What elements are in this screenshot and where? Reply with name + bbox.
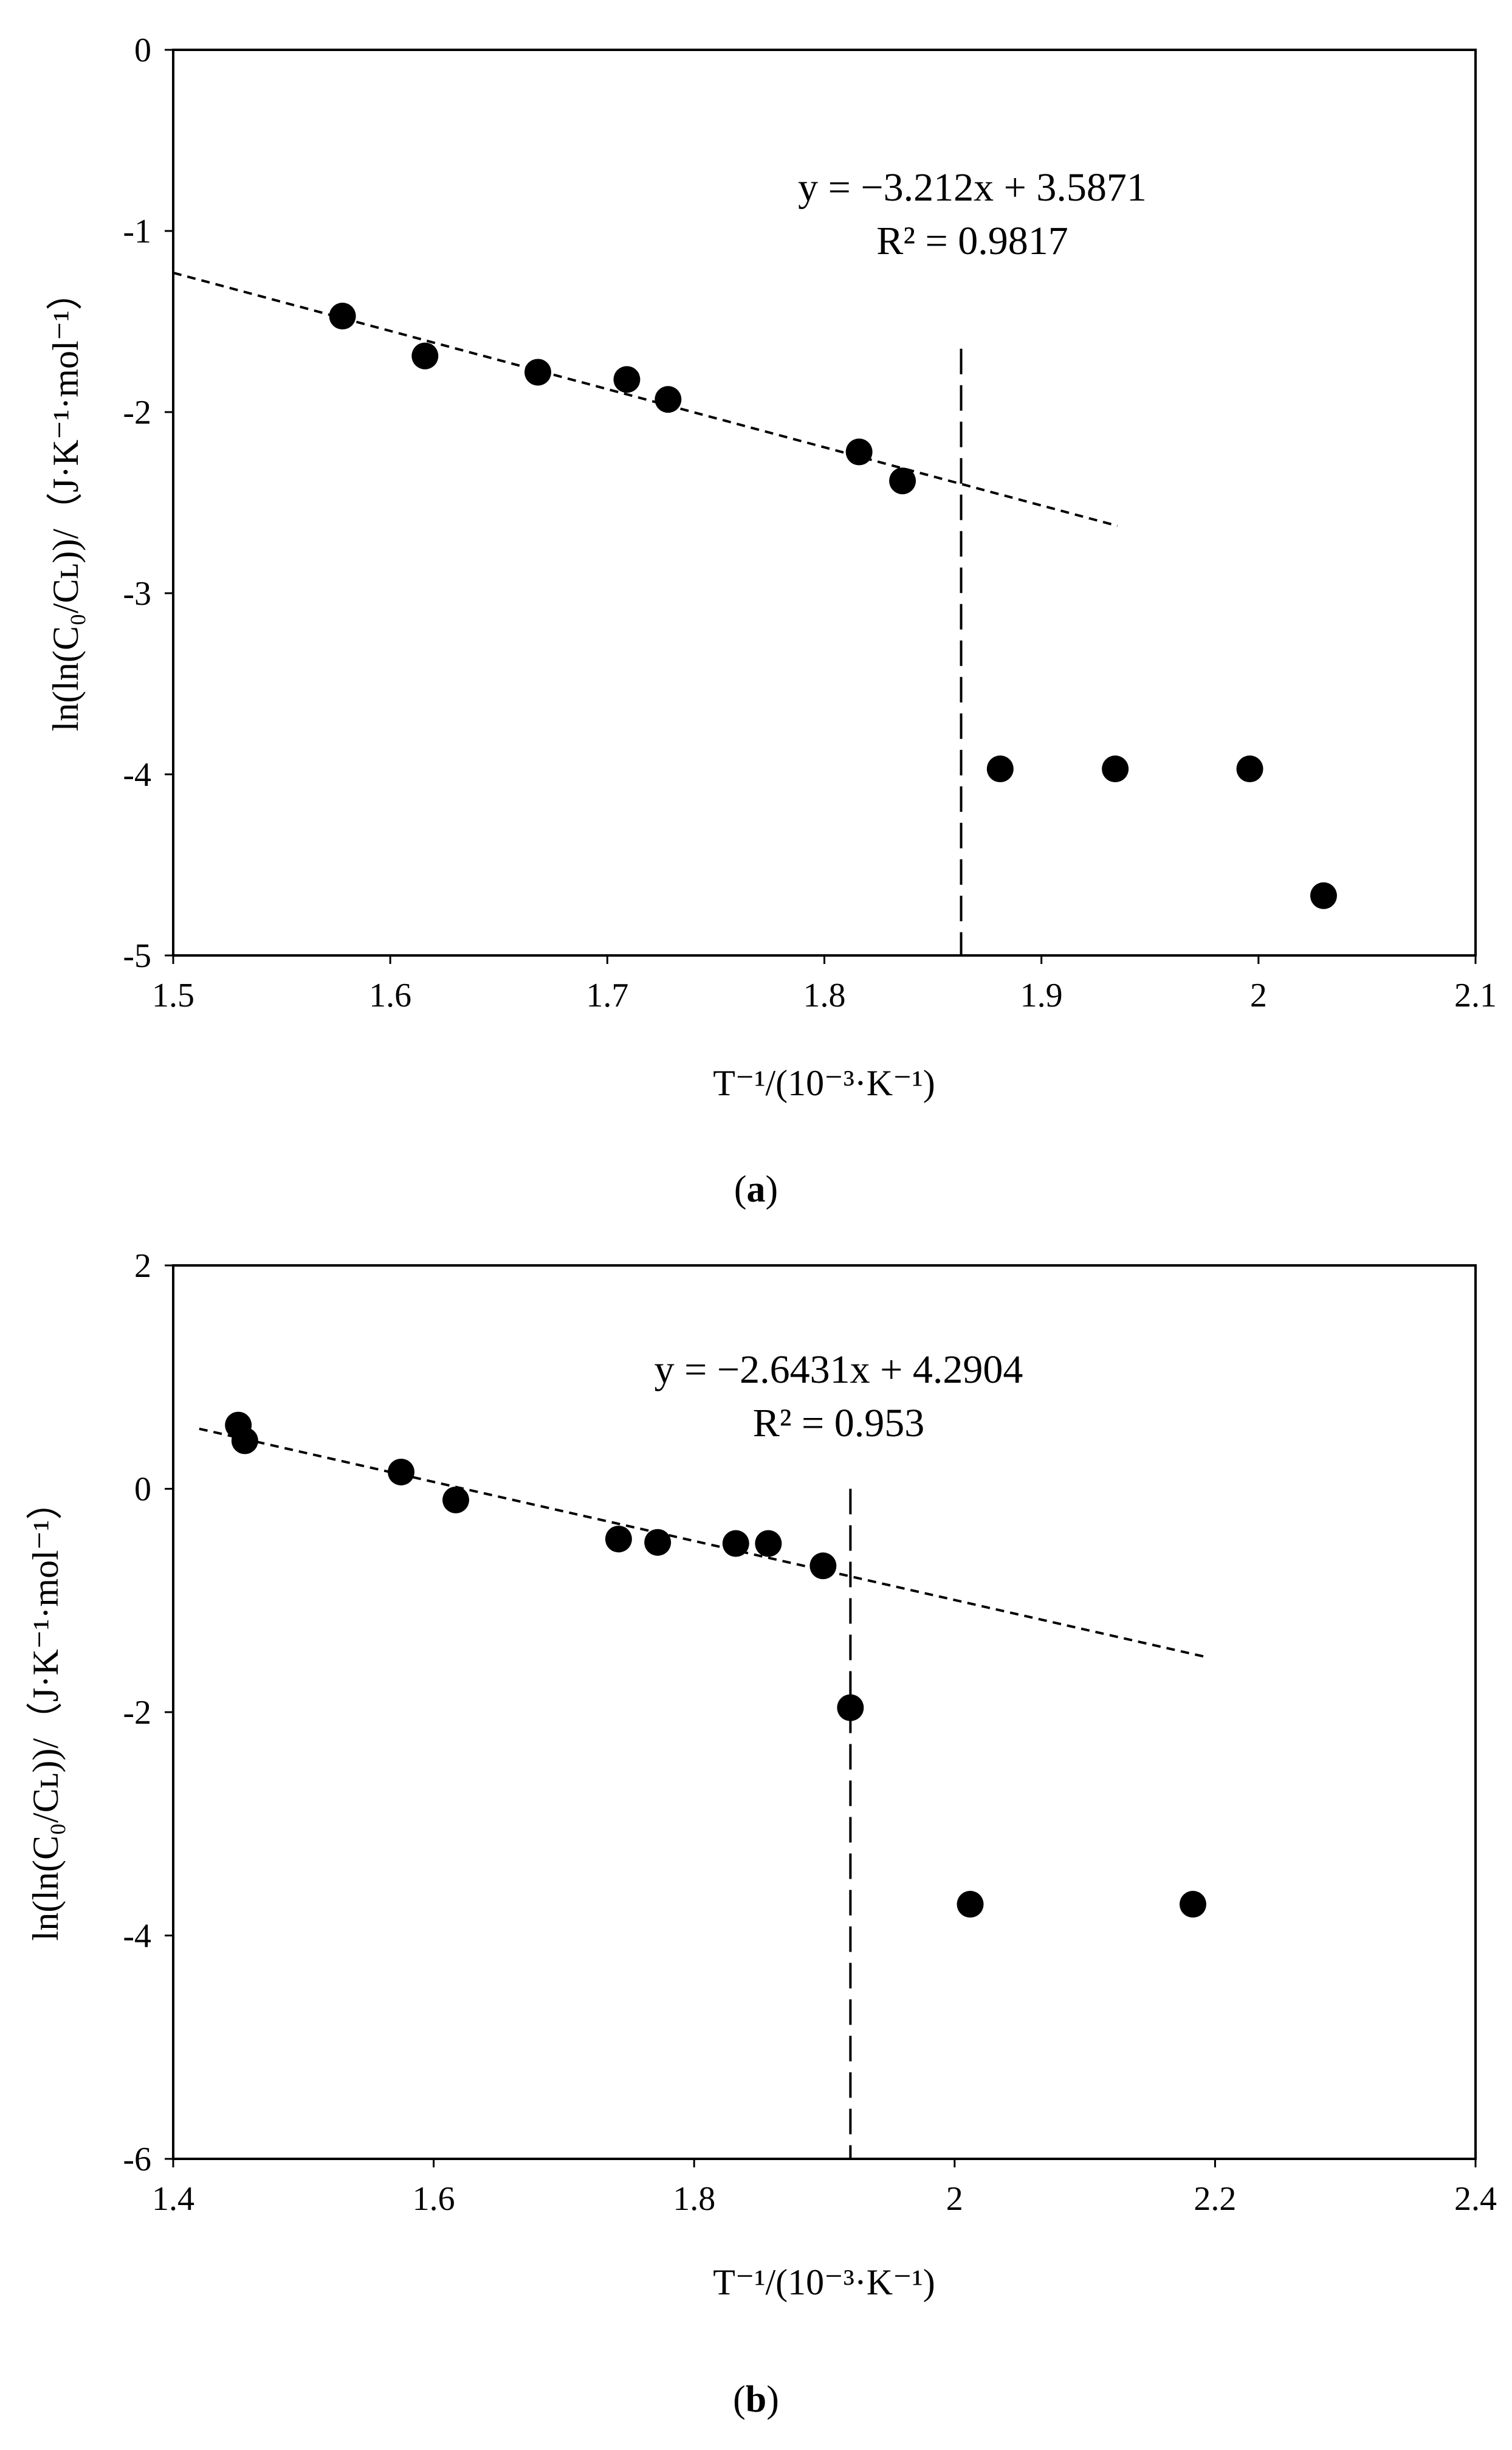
data-points	[329, 303, 1337, 909]
data-point	[1310, 882, 1337, 909]
y-tick-labels: 0 -1 -2 -3 -4 -5	[123, 32, 151, 975]
data-point	[644, 1529, 672, 1556]
data-point	[957, 1891, 984, 1918]
x-tick-labels: 1.5 1.6 1.7 1.8 1.9 2 2.1	[152, 977, 1497, 1014]
x-tick-label: 2	[946, 2180, 963, 2218]
trendline	[199, 1427, 1209, 1659]
data-point	[442, 1486, 470, 1513]
panel-b: 1.4 1.6 1.8 2 2.2 2.4 2 0 -2 -4 -6 y = −2.6431x +…	[26, 1247, 1497, 2420]
ticks	[165, 1264, 1477, 2167]
data-point	[1102, 755, 1129, 783]
data-point	[986, 755, 1014, 783]
data-point	[845, 438, 873, 466]
data-point	[524, 359, 552, 386]
y-tick-label: -4	[123, 756, 151, 794]
y-tick-label: 0	[134, 32, 151, 69]
data-point	[809, 1552, 837, 1580]
x-axis-title: T⁻¹/(10⁻³·K⁻¹)	[713, 1063, 935, 1103]
data-point	[889, 467, 916, 495]
y-tick-label: -2	[123, 1694, 151, 1732]
y-axis-title: ln(ln(C₀/Cʟ))/（J·K⁻¹·mol⁻¹）	[46, 274, 86, 732]
y-tick-label: 0	[134, 1471, 151, 1509]
data-point	[411, 342, 439, 370]
data-point	[613, 366, 641, 393]
data-point	[722, 1530, 749, 1557]
data-point	[755, 1530, 782, 1557]
x-tick-label: 1.9	[1020, 977, 1063, 1014]
x-tick-label: 1.4	[152, 2180, 194, 2218]
data-point	[837, 1694, 864, 1721]
x-axis-title: T⁻¹/(10⁻³·K⁻¹)	[713, 2262, 935, 2302]
y-axis-title: ln(ln(C₀/Cʟ))/（J·K⁻¹·mol⁻¹）	[26, 1484, 66, 1941]
panel-a: 1.5 1.6 1.7 1.8 1.9 2 2.1 0 -1 -2 -3 -4 -5 y = −3.2…	[46, 32, 1497, 1210]
y-tick-label: 2	[134, 1247, 151, 1285]
y-tick-label: -2	[123, 394, 151, 432]
data-point	[655, 386, 682, 413]
panel-letter: a	[747, 1169, 766, 1210]
data-points	[225, 1411, 1206, 1918]
x-tick-label: 2.4	[1454, 2180, 1497, 2218]
ticks	[165, 49, 1477, 964]
panel-caption: (b)	[733, 2379, 779, 2420]
data-point	[388, 1458, 415, 1485]
y-tick-label: -1	[123, 213, 151, 250]
panel-letter: b	[746, 2379, 766, 2420]
plot-area-frame	[172, 1264, 1477, 2160]
y-tick-label: -6	[123, 2141, 151, 2178]
x-tick-label: 1.7	[586, 977, 628, 1014]
y-tick-label: -4	[123, 1918, 151, 1955]
panel-caption: (a)	[734, 1169, 778, 1210]
data-point	[1236, 755, 1263, 783]
x-tick-label: 1.5	[152, 977, 194, 1014]
data-point	[605, 1526, 632, 1553]
r-squared-label: R² = 0.953	[753, 1401, 925, 1445]
x-tick-labels: 1.4 1.6 1.8 2 2.2 2.4	[152, 2180, 1497, 2218]
x-tick-label: 1.6	[413, 2180, 455, 2218]
y-tick-labels: 2 0 -2 -4 -6	[123, 1247, 151, 2178]
x-tick-label: 1.8	[673, 2180, 715, 2218]
data-point	[231, 1427, 258, 1454]
x-tick-label: 1.6	[369, 977, 411, 1014]
x-tick-label: 2	[1250, 977, 1267, 1014]
data-point	[1179, 1891, 1206, 1918]
x-tick-label: 1.8	[803, 977, 846, 1014]
r-squared-label: R² = 0.9817	[876, 219, 1068, 263]
x-tick-label: 2.1	[1454, 977, 1497, 1014]
equation-label: y = −3.212x + 3.5871	[798, 165, 1147, 210]
data-point	[329, 303, 356, 330]
trendline	[173, 271, 1118, 528]
y-tick-label: -5	[123, 937, 151, 975]
equation-label: y = −2.6431x + 4.2904	[655, 1347, 1023, 1392]
x-tick-label: 2.2	[1194, 2180, 1236, 2218]
y-tick-label: -3	[123, 575, 151, 613]
